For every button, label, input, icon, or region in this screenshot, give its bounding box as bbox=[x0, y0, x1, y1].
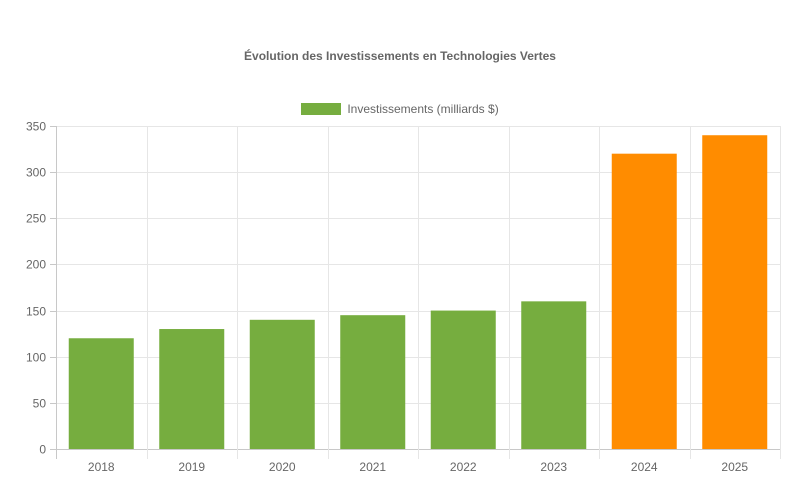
x-tick-label: 2018 bbox=[88, 460, 115, 474]
x-tick-label: 2019 bbox=[178, 460, 205, 474]
bar-2018[interactable] bbox=[68, 338, 134, 449]
bar-2023[interactable] bbox=[521, 301, 587, 449]
x-axis: 2018 2019 2020 2021 2022 2023 2024 2025 bbox=[88, 460, 749, 474]
y-axis: 0 50 100 150 200 250 300 350 bbox=[26, 120, 57, 459]
bar-2021[interactable] bbox=[340, 315, 406, 449]
x-tick-label: 2020 bbox=[269, 460, 296, 474]
bar-2022[interactable] bbox=[430, 310, 496, 449]
y-tick-label: 50 bbox=[33, 397, 47, 411]
bar-2020[interactable] bbox=[249, 319, 315, 449]
chart-title: Évolution des Investissements en Technol… bbox=[244, 49, 556, 63]
x-tick-label: 2024 bbox=[631, 460, 658, 474]
y-tick-label: 150 bbox=[26, 305, 46, 319]
x-tick-label: 2021 bbox=[359, 460, 386, 474]
y-tick-label: 0 bbox=[39, 443, 46, 457]
y-tick-label: 350 bbox=[26, 120, 46, 134]
y-tick-label: 250 bbox=[26, 212, 46, 226]
chart-legend[interactable]: Investissements (milliards $) bbox=[0, 102, 800, 116]
bar-2024[interactable] bbox=[611, 153, 677, 449]
x-tick-label: 2025 bbox=[721, 460, 748, 474]
y-tick-label: 200 bbox=[26, 258, 46, 272]
bars bbox=[68, 135, 768, 449]
bar-2019[interactable] bbox=[159, 329, 225, 449]
bar-2025[interactable] bbox=[702, 135, 768, 449]
legend-label: Investissements (milliards $) bbox=[347, 102, 499, 116]
y-tick-label: 300 bbox=[26, 166, 46, 180]
x-tick-label: 2022 bbox=[450, 460, 477, 474]
y-tick-label: 100 bbox=[26, 351, 46, 365]
legend-swatch bbox=[301, 103, 342, 115]
x-tick-label: 2023 bbox=[540, 460, 567, 474]
